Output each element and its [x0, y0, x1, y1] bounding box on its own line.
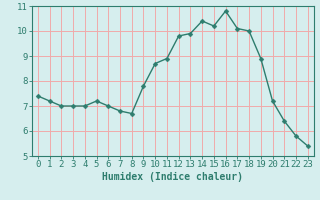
X-axis label: Humidex (Indice chaleur): Humidex (Indice chaleur)	[102, 172, 243, 182]
